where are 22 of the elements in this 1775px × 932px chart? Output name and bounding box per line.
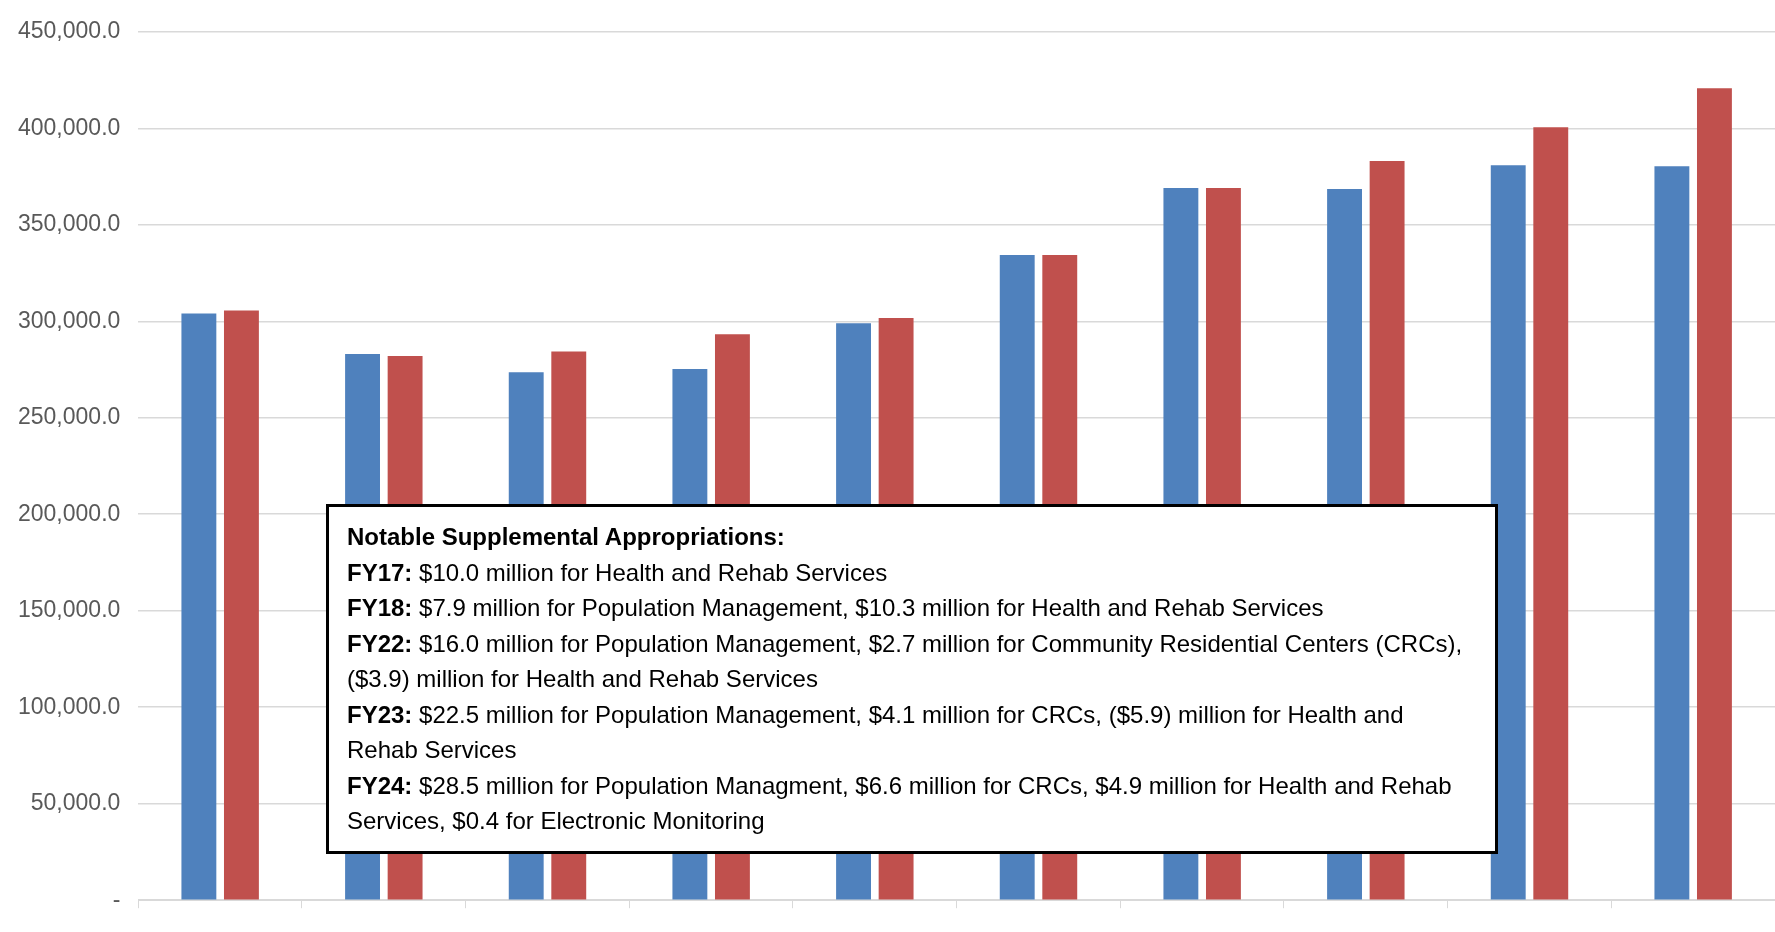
bar	[1654, 166, 1690, 900]
y-tick-label: 450,000.0	[17, 17, 121, 44]
bar	[223, 310, 259, 900]
y-tick-label: -	[112, 885, 121, 912]
bar	[181, 313, 217, 900]
y-tick-label: 50,000.0	[30, 789, 121, 816]
y-tick-label: 300,000.0	[17, 306, 121, 333]
y-tick-label: 400,000.0	[17, 113, 121, 140]
y-tick-label: 100,000.0	[17, 692, 121, 719]
annotation: FY23: $22.5 million for Population Management, $4.1 million for CRCs, ($5.9) million for Health and Rehab Services	[347, 699, 1405, 765]
annotation: FY24: $28.5 million for Population Managment, $6.6 million for CRCs, $4.9 million for Health and Rehab Services, $0.4 for Electronic Monitoring	[347, 770, 1453, 836]
annotation: Notable Supplemental Appropriations:	[347, 522, 786, 552]
bar	[1533, 127, 1569, 900]
annotation: FY22: $16.0 million for Population Management, $2.7 million for Community Residential Centers (CRCs), ($3.9) million for Health and Rehab Services	[347, 628, 1464, 694]
y-tick-label: 250,000.0	[17, 403, 121, 430]
bar	[1697, 88, 1732, 900]
y-tick-label: 200,000.0	[17, 499, 121, 526]
annotation: FY17: $10.0 million for Health and Rehab Services	[347, 557, 889, 588]
bar	[1490, 165, 1526, 900]
y-tick-label: 150,000.0	[17, 596, 121, 623]
annotation: FY18: $7.9 million for Population Management, $10.3 million for Health and Rehab Services	[347, 593, 1325, 623]
y-tick-label: 350,000.0	[17, 210, 121, 237]
